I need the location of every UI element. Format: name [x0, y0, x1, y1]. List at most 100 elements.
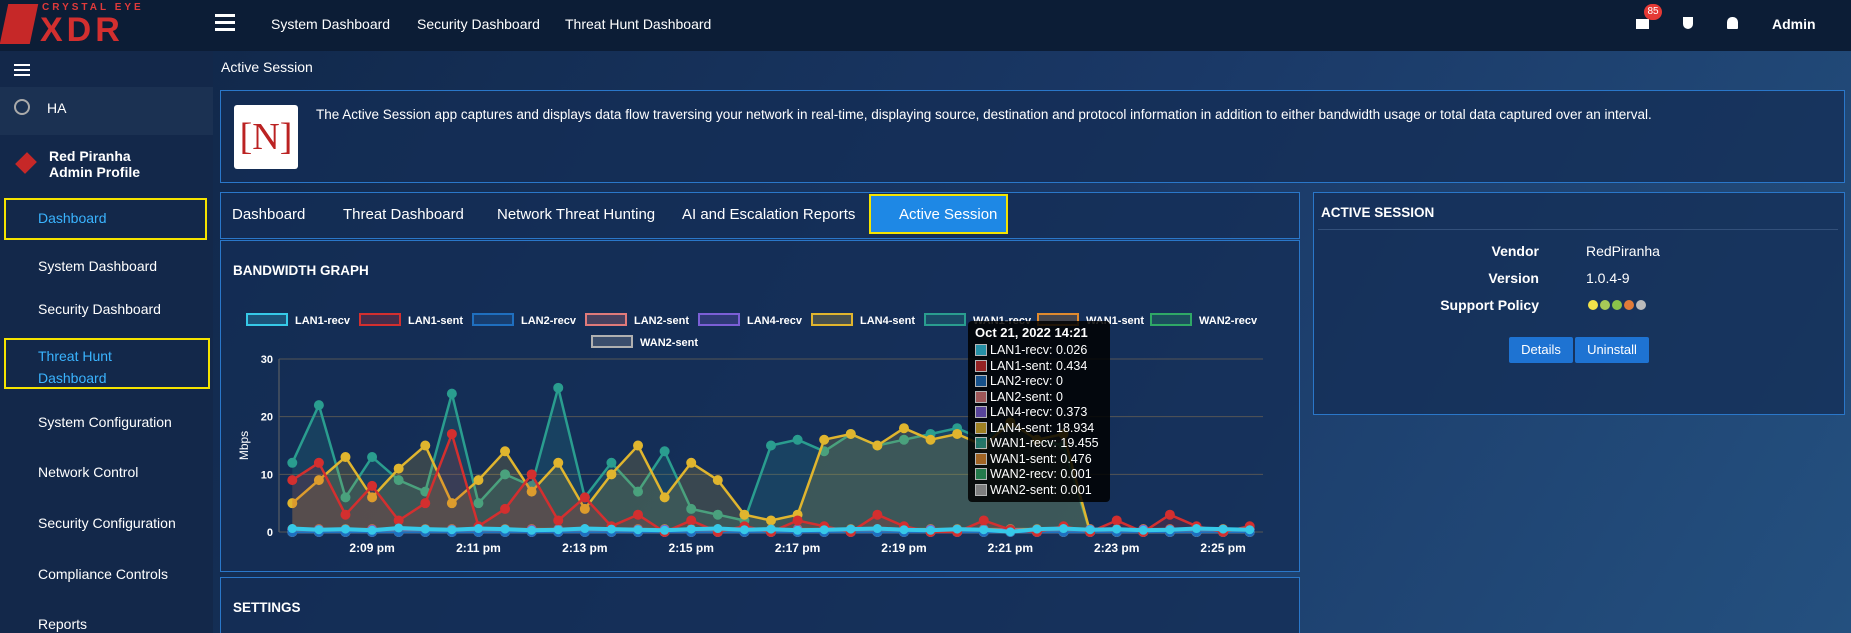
data-point [526, 486, 537, 497]
menu-item[interactable]: Dashboard [38, 210, 107, 226]
menu-item[interactable]: Reports [38, 616, 88, 632]
data-point [313, 457, 324, 468]
data-point [633, 486, 644, 497]
menu-item[interactable]: Compliance Controls [38, 566, 168, 582]
profile-name: Red Piranha [49, 148, 131, 164]
data-point [872, 509, 883, 520]
info-value: 1.0.4-9 [1586, 270, 1630, 286]
data-point [500, 446, 511, 457]
data-point [1164, 509, 1175, 520]
tab[interactable]: Threat Dashboard [343, 206, 464, 223]
data-point [926, 525, 936, 535]
legend-label: LAN1-recv [295, 315, 351, 327]
data-point [766, 515, 776, 526]
data-point [633, 509, 644, 520]
legend-swatch [585, 313, 627, 326]
tooltip-row: LAN2-recv: 0 [975, 374, 1063, 388]
data-point [1218, 524, 1228, 534]
data-point [1032, 524, 1042, 534]
data-point [446, 498, 457, 509]
tooltip-title: Oct 21, 2022 14:21 [975, 325, 1088, 340]
data-point [340, 452, 351, 463]
sidebar-toggle[interactable] [14, 64, 30, 66]
x-tick-label: 2:11 pm [456, 541, 501, 555]
data-point [579, 492, 590, 503]
panel-title: BANDWIDTH GRAPH [233, 263, 369, 278]
data-point [340, 492, 351, 503]
x-tick-label: 2:09 pm [349, 541, 394, 555]
submenu-item[interactable]: System Dashboard [38, 258, 158, 274]
data-point [553, 382, 564, 393]
shield-icon[interactable] [1683, 17, 1693, 29]
legend-label: LAN2-sent [634, 315, 689, 327]
logo-icon [0, 4, 39, 44]
data-point [287, 524, 297, 534]
data-point [287, 475, 298, 486]
page-title: Active Session [221, 59, 313, 75]
data-point [845, 428, 856, 439]
nav-link[interactable]: Security Dashboard [417, 16, 540, 32]
data-point [659, 492, 670, 503]
tooltip-item: WAN1-recv: 19.455 [990, 436, 1099, 450]
active-tab[interactable] [869, 194, 1008, 234]
tooltip-swatch [975, 483, 987, 496]
data-point [394, 523, 404, 533]
tooltip-row: WAN1-sent: 0.476 [975, 452, 1092, 466]
logo-top: CRYSTAL EYE [42, 2, 144, 13]
tab[interactable]: Active Session [899, 206, 998, 223]
data-point [793, 525, 803, 535]
data-point [367, 525, 377, 535]
legend-swatch [1150, 313, 1192, 326]
description-panel: [N] The Active Session app captures and … [220, 90, 1845, 183]
data-point [420, 524, 430, 534]
mail-icon[interactable] [1636, 19, 1649, 29]
tooltip-swatch [975, 344, 987, 356]
legend-swatch [591, 335, 633, 348]
menu-item[interactable]: Security Configuration [38, 515, 176, 531]
x-tick-label: 2:25 pm [1200, 541, 1245, 555]
menu-item[interactable]: Network Control [38, 464, 139, 480]
tooltip-swatch [975, 468, 987, 480]
tab[interactable]: Network Threat Hunting [497, 206, 656, 223]
menu-toggle[interactable] [215, 14, 235, 17]
tooltip-item: LAN4-recv: 0.373 [990, 405, 1088, 419]
tab[interactable]: Dashboard [232, 206, 306, 223]
series-area [292, 434, 1250, 532]
data-point [898, 434, 909, 445]
submenu-item[interactable]: Threat Hunt Dashboard [38, 348, 112, 386]
button[interactable]: Details [1509, 337, 1573, 363]
tab[interactable]: AI and Escalation Reports [682, 206, 856, 223]
data-point [340, 509, 351, 520]
tooltip-row: WAN2-sent: 0.001 [975, 483, 1092, 497]
data-point [314, 525, 324, 535]
data-point [420, 498, 431, 509]
bell-icon[interactable] [1727, 17, 1738, 29]
data-point [367, 480, 378, 491]
legend-swatch [472, 313, 514, 326]
y-tick-label: 20 [261, 412, 273, 424]
support-dots [1588, 300, 1646, 310]
panel-title: SETTINGS [233, 600, 301, 615]
menu-item[interactable]: System Configuration [38, 414, 172, 430]
button[interactable]: Uninstall [1575, 337, 1649, 363]
data-point [420, 440, 431, 451]
data-point [500, 469, 511, 480]
nav-link[interactable]: System Dashboard [271, 16, 391, 32]
submenu-item[interactable]: Security Dashboard [38, 301, 161, 317]
data-point [872, 524, 882, 534]
tooltip-swatch [975, 421, 987, 434]
data-point [686, 457, 697, 468]
legend-label: WAN2-sent [640, 337, 698, 349]
legend-label: LAN4-recv [747, 315, 803, 327]
data-point [792, 434, 803, 445]
tooltip-item: LAN1-sent: 0.434 [990, 358, 1088, 373]
nav-link[interactable]: Threat Hunt Dashboard [565, 16, 712, 32]
user-menu[interactable]: Admin [1772, 16, 1816, 32]
data-point [686, 524, 696, 534]
data-point [1138, 525, 1148, 535]
legend-label: WAN2-recv [1199, 315, 1258, 327]
tooltip-row: WAN2-recv: 0.001 [975, 467, 1092, 481]
data-point [500, 524, 510, 534]
app-icon: [N] [234, 105, 298, 169]
